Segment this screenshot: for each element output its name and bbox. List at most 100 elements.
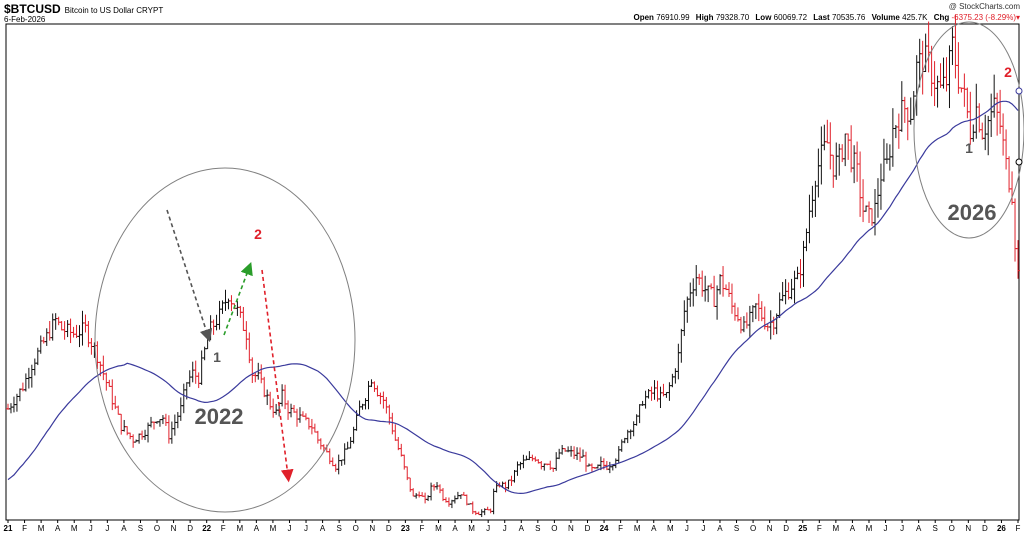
x-tick-month: N: [171, 524, 177, 533]
x-tick-month: A: [916, 524, 922, 533]
ohlc-bar: [941, 57, 946, 89]
ohlc-bar: [950, 26, 955, 66]
ohlc-bar: [578, 447, 583, 462]
x-tick-month: O: [353, 524, 359, 533]
ohlc-bar: [1004, 129, 1009, 170]
ohlc-bar: [306, 417, 311, 430]
ohlc-bar: [479, 509, 484, 518]
ohlc-bar: [211, 319, 216, 335]
x-tick-year: 25: [798, 524, 807, 533]
ohlc-bar: [157, 419, 162, 427]
x-tick-month: J: [900, 524, 904, 533]
x-tick-month: M: [71, 524, 78, 533]
ohlc-bar: [539, 461, 544, 470]
ohlc-bar: [137, 433, 142, 444]
ohlc-bar: [229, 295, 234, 312]
ohlc-bar: [283, 384, 288, 410]
x-tick-month: O: [551, 524, 557, 533]
ohlc-bar: [1016, 240, 1020, 279]
ohlc-bar: [875, 178, 880, 218]
ohlc-bar: [932, 61, 937, 107]
ohlc-bar: [68, 318, 73, 344]
ohlc-bar: [521, 454, 526, 469]
ohlc-bar: [992, 74, 997, 118]
ohlc-bar: [187, 370, 192, 387]
x-tick-month: S: [336, 524, 341, 533]
ohlc-bar: [169, 421, 174, 444]
ohlc-bar: [175, 412, 180, 429]
ohlc-bar: [756, 293, 761, 322]
ohlc-bar: [423, 492, 428, 504]
x-tick-month: M: [634, 524, 641, 533]
ohlc-bar: [515, 461, 520, 476]
ohlc-bar: [721, 266, 726, 297]
ohlc-bar: [44, 328, 49, 346]
ohlc-bar: [899, 81, 904, 132]
ohlc-bar: [700, 270, 705, 297]
ohlc-bar: [62, 321, 67, 340]
ohlc-bar: [682, 300, 687, 336]
ohlc-bar: [35, 347, 40, 366]
ohlc-bar: [780, 281, 785, 302]
x-tick-month: A: [55, 524, 61, 533]
x-tick-month: M: [38, 524, 45, 533]
ohlc-bar: [902, 96, 907, 123]
ohlc-bar: [670, 373, 675, 388]
ohlc-bar: [652, 380, 657, 400]
ohlc-bar: [673, 368, 678, 384]
x-tick-month: M: [236, 524, 243, 533]
ohlc-bar: [247, 332, 252, 364]
ohlc-bar: [926, 21, 931, 73]
ohlc-bar: [741, 316, 746, 333]
ohlc-bar: [17, 388, 22, 402]
ohlc-bar: [750, 305, 755, 323]
ma-end-marker: [1015, 87, 1023, 95]
ohlc-bar: [896, 113, 901, 149]
ohlc-bar: [637, 404, 642, 424]
ohlc-bar: [861, 179, 866, 223]
ohlc-bar: [938, 63, 943, 88]
ohlc-bar: [747, 305, 752, 338]
ohlc-bar: [262, 376, 267, 398]
ohlc-bar: [989, 93, 994, 137]
label-1-left: 1: [213, 349, 221, 365]
ohlc-bar: [908, 97, 913, 125]
ohlc-bar: [664, 392, 669, 398]
ohlc-bar: [697, 273, 702, 285]
ohlc-bar: [56, 316, 61, 326]
ohlc-bar: [336, 454, 341, 475]
label-2-left: 2: [254, 226, 262, 242]
ohlc-bar: [706, 285, 711, 303]
label-2-right: 2: [1004, 64, 1012, 80]
ohlc-bar: [253, 372, 258, 383]
x-axis-ticks: 21 F M A M J J A S O N D 22 F M A M J J A S O N D 23 F M A M J J A S O N D 2…: [4, 520, 1021, 533]
label-2026: 2026: [948, 200, 997, 225]
ohlc-bar: [366, 380, 371, 410]
ohlc-bar: [688, 282, 693, 307]
ohlc-bar: [995, 92, 1000, 136]
ohlc-bar: [107, 379, 112, 387]
ohlc-bar: [732, 302, 737, 321]
ohlc-bar: [190, 361, 195, 383]
ohlc-bar: [223, 289, 228, 311]
ohlc-bar: [768, 310, 773, 340]
ohlc-bar: [569, 445, 574, 457]
ohlc-bar: [315, 430, 320, 444]
ohlc-bar: [965, 87, 970, 119]
ohlc-bar: [804, 228, 809, 252]
ohlc-bar: [718, 274, 723, 295]
x-tick-month: F: [22, 524, 27, 533]
ohlc-bar: [393, 424, 398, 441]
ohlc-bar: [712, 275, 717, 307]
ohlc-bar: [685, 296, 690, 323]
x-tick-month: S: [734, 524, 739, 533]
ohlc-bar: [309, 418, 314, 435]
ohlc-bar: [29, 364, 34, 388]
ohlc-bar: [703, 275, 708, 302]
ohlc-bar: [274, 403, 279, 415]
ohlc-bar: [378, 392, 383, 405]
ohlc-bar: [905, 107, 910, 141]
x-tick-month: J: [304, 524, 308, 533]
x-tick-year: 26: [997, 524, 1006, 533]
label-2022: 2022: [195, 404, 244, 429]
